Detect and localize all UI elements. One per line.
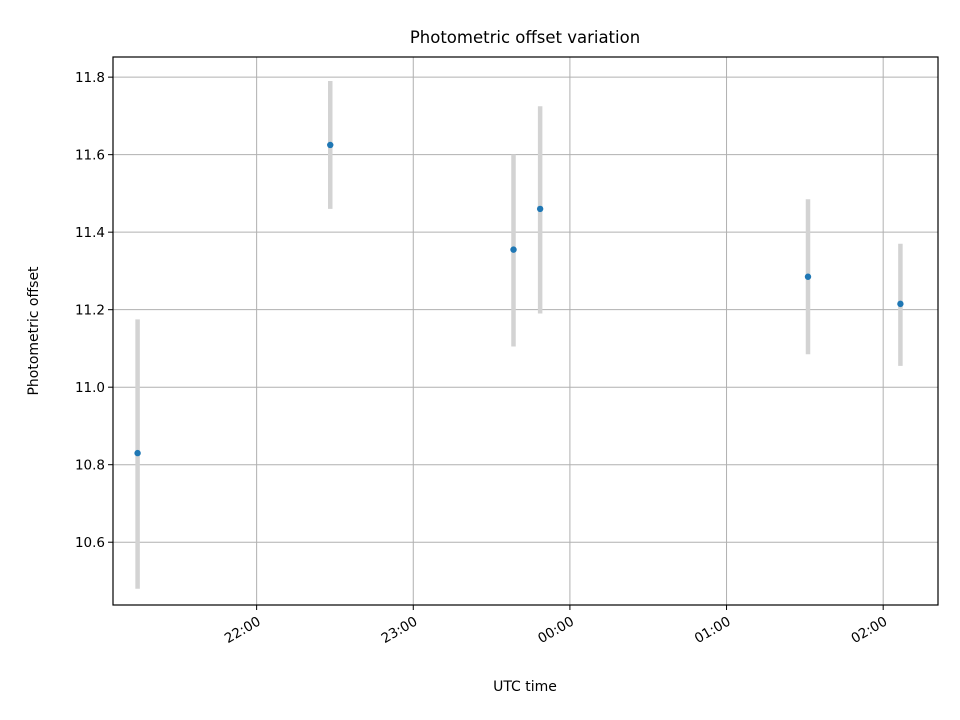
x-tick-label: 01:00	[692, 614, 734, 647]
x-axis-ticks: 22:00 23:00 00:00 01:00 02:00	[222, 605, 890, 647]
x-axis-label: UTC time	[493, 679, 557, 695]
y-tick-label: 10.6	[75, 535, 105, 551]
data-points	[134, 141, 904, 457]
error-bars	[135, 81, 903, 589]
y-tick-label: 11.4	[75, 225, 105, 241]
plot-frame	[112, 56, 939, 606]
data-point	[897, 300, 904, 308]
y-tick-label: 10.8	[75, 458, 105, 474]
data-point	[510, 246, 517, 253]
grid	[113, 57, 938, 605]
data-point	[536, 205, 544, 213]
y-axis-label: Photometric offset	[26, 266, 42, 396]
x-tick-label: 22:00	[222, 614, 264, 647]
x-tick-label: 02:00	[848, 614, 890, 647]
y-axis-ticks: 10.6 10.8 11.0 11.2 11.4 11.6 11.8	[75, 70, 113, 551]
y-tick-label: 11.0	[75, 380, 105, 396]
chart-title: Photometric offset variation	[410, 28, 640, 47]
y-tick-label: 11.2	[75, 303, 105, 319]
y-tick-label: 11.6	[75, 148, 105, 164]
y-tick-label: 11.8	[75, 70, 105, 86]
data-point	[804, 273, 812, 280]
x-tick-label: 00:00	[535, 614, 577, 647]
data-point	[327, 141, 334, 149]
x-tick-label: 23:00	[379, 614, 421, 647]
data-point	[134, 449, 141, 457]
